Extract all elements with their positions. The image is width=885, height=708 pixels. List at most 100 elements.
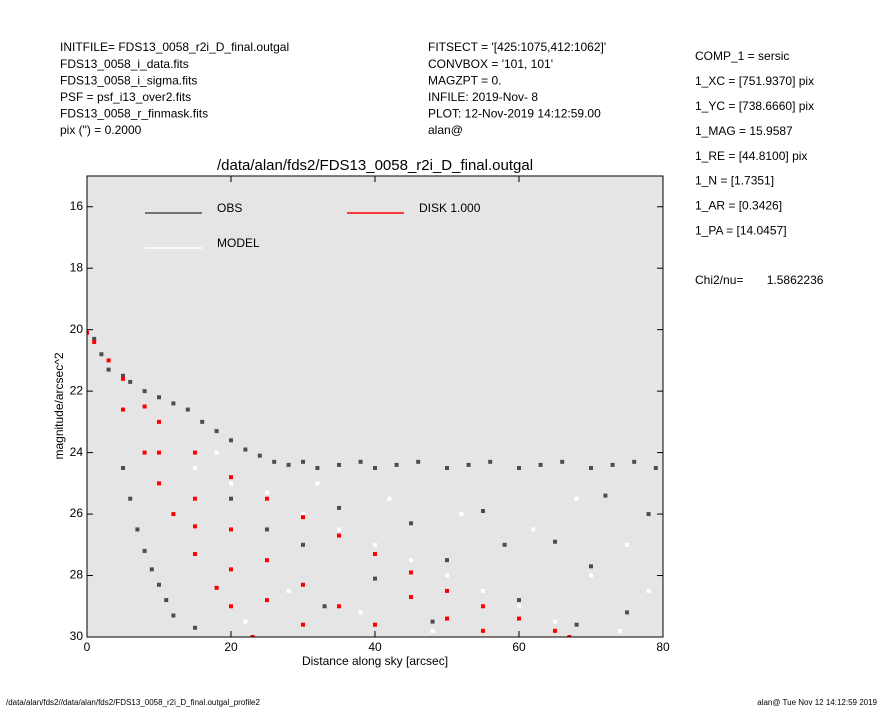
header-middle-line: CONVBOX = '101, 101' [428,57,553,71]
data-point [430,628,435,633]
data-point [409,595,413,600]
data-point [149,567,154,572]
data-point [560,459,565,464]
header-left-line: FDS13_0058_r_finmask.fits [60,107,208,121]
data-point [315,465,320,470]
data-point [610,462,615,467]
data-point [301,512,305,517]
y-tick-label: 30 [70,629,84,643]
data-point [121,373,125,378]
data-point [193,524,197,529]
data-point [553,628,557,633]
data-point [106,367,111,372]
header-left-line: PSF = psf_i13_over2.fits [60,90,191,104]
data-point [301,542,305,547]
data-point [265,490,269,495]
data-point [358,610,363,615]
x-tick-label: 20 [224,640,238,654]
y-tick-label: 16 [70,199,84,213]
y-axis-label: magnitude/arcsec^2 [52,352,66,459]
data-point [445,588,449,593]
data-point [135,527,140,532]
data-point [567,635,572,637]
data-point [265,598,269,603]
data-point [337,604,341,609]
fit-param: 1_XC = [751.9370] pix [695,74,814,88]
data-point [574,622,579,627]
data-point [553,539,557,544]
data-point [373,465,377,470]
fit-param: 1_N = [1.7351] [695,174,774,188]
data-point [121,465,125,470]
data-point [193,450,197,455]
plot-frame [86,175,664,638]
data-point [337,462,341,467]
data-point [92,339,97,344]
x-axis-label: Distance along sky [arcsec] [302,654,448,668]
data-point [373,622,377,627]
data-point [99,352,104,357]
data-point [322,604,327,609]
header-middle-line: INFILE: 2019-Nov- 8 [428,90,538,104]
data-point [286,588,291,593]
fit-param: 1_MAG = 15.9587 [695,124,793,138]
legend-label: DISK 1.000 [419,201,481,215]
data-point [466,462,471,467]
data-point [193,496,197,501]
data-point [589,573,593,578]
footer-right: alan@ Tue Nov 12 14:12:59 2019 [757,698,877,707]
data-point [337,533,341,538]
chi2-text: Chi2/nu= 1.5862236 [695,273,824,287]
data-point [272,459,277,464]
data-point [416,459,421,464]
data-point [531,527,536,532]
data-point [301,622,305,627]
data-point [301,582,305,587]
data-point [517,465,521,470]
y-tick-label: 20 [70,322,84,336]
data-point [632,459,637,464]
data-point [157,419,161,424]
data-point [646,588,651,593]
data-point [373,552,377,557]
data-point [229,475,233,480]
data-point [394,462,399,467]
data-point [229,481,233,486]
data-point [337,505,341,510]
data-point [229,604,233,609]
data-point [214,450,219,455]
data-point [617,628,622,633]
data-point [409,521,413,526]
data-point [517,598,521,603]
plot-background [87,176,663,637]
data-point [589,465,593,470]
y-tick-label: 18 [70,260,84,274]
data-point [257,453,262,458]
x-tick-label: 80 [656,640,670,654]
data-point [200,419,205,424]
x-tick-label: 40 [368,640,382,654]
data-point [229,496,233,501]
data-point [121,407,125,412]
data-point [193,625,197,630]
data-point [553,619,557,624]
header-left-line: INITFILE= FDS13_0058_r2i_D_final.outgal [60,40,289,54]
data-point [373,576,377,581]
y-tick-label: 28 [70,568,84,582]
data-point [409,558,413,563]
data-point [481,628,485,633]
data-point [106,358,111,363]
footer-left: /data/alan/fds2//data/alan/fds2/FDS13_00… [6,698,261,707]
data-point [445,573,449,578]
chart-title: /data/alan/fds2/FDS13_0058_r2i_D_final.o… [217,157,533,174]
data-point [445,616,449,621]
data-point [229,527,233,532]
fit-param: COMP_1 = sersic [695,49,789,63]
data-point [265,558,269,563]
data-point [430,619,435,624]
data-point [488,459,493,464]
data-point [193,552,197,557]
header-middle-line: PLOT: 12-Nov-2019 14:12:59.00 [428,107,601,121]
x-tick-label: 0 [84,640,91,654]
data-point [157,582,161,587]
